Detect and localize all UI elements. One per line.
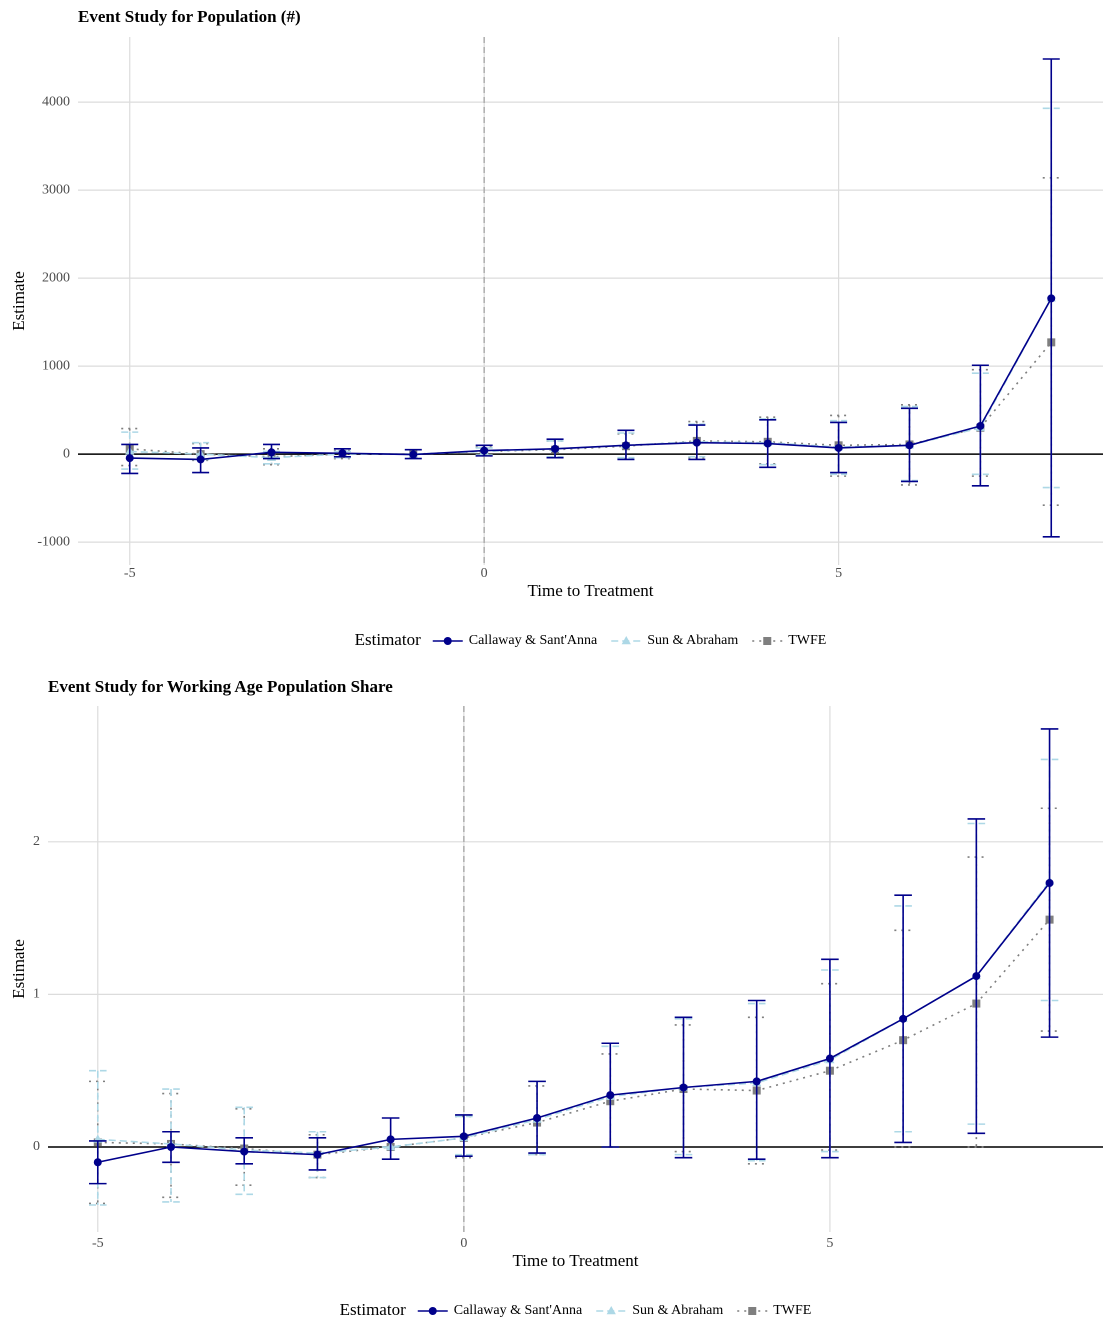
series-line (97, 882, 1051, 1164)
point (313, 1150, 322, 1159)
legend-marker (606, 1306, 616, 1315)
panel: Event Study for Working Age Population S… (9, 677, 1103, 1319)
legend-label: TWFE (788, 633, 826, 648)
y-tick-label: 4000 (42, 94, 70, 109)
point (899, 1014, 908, 1023)
x-axis-title: Time to Treatment (513, 1251, 639, 1270)
point (1045, 879, 1054, 888)
legend-marker (443, 637, 452, 645)
x-tick-label: -5 (124, 566, 136, 581)
error-bar (900, 404, 918, 486)
point (125, 454, 134, 463)
point (972, 972, 981, 981)
point (386, 1135, 395, 1144)
point (752, 1077, 761, 1086)
error-bar (235, 1106, 253, 1196)
x-tick-label: -5 (92, 1236, 104, 1251)
series (121, 107, 1060, 489)
chart-title: Event Study for Working Age Population S… (48, 677, 393, 696)
legend-label: Sun & Abraham (647, 633, 738, 648)
y-tick-label: 1000 (42, 358, 70, 373)
y-tick-label: 0 (33, 1139, 40, 1154)
y-tick-label: 3000 (42, 182, 70, 197)
point (834, 443, 843, 452)
legend: Estimator Callaway & Sant'Anna Sun & Abrah… (340, 1300, 812, 1319)
x-tick-label: 0 (460, 1236, 467, 1251)
series (88, 758, 1059, 1206)
series (88, 807, 1059, 1205)
y-tick-label: 2 (33, 834, 40, 849)
point (338, 449, 347, 458)
point (976, 421, 985, 430)
x-tick-label: 5 (826, 1236, 833, 1251)
series-line (97, 880, 1051, 1154)
legend-marker (428, 1307, 437, 1315)
panel: Event Study for Population (#) -1000 0 1000… (9, 7, 1103, 649)
series-line (129, 297, 1052, 461)
point (763, 439, 772, 448)
point (267, 448, 276, 457)
y-tick-label: -1000 (37, 534, 70, 549)
y-tick-label: 0 (63, 446, 70, 461)
series (121, 58, 1060, 538)
legend-marker (763, 637, 772, 645)
legend-label: TWFE (773, 1303, 811, 1318)
point (196, 455, 205, 464)
y-tick-label: 2000 (42, 270, 70, 285)
legend: Estimator Callaway & Sant'Anna Sun & Abrah… (355, 630, 827, 649)
point (905, 441, 914, 450)
point (93, 1158, 102, 1167)
point (825, 1054, 834, 1063)
y-axis-title: Estimate (9, 271, 28, 330)
series-line (129, 297, 1052, 459)
point (480, 446, 489, 455)
legend-label: Sun & Abraham (632, 1303, 723, 1318)
point (621, 441, 630, 450)
legend-marker (621, 636, 631, 645)
y-axis-title: Estimate (9, 939, 28, 998)
legend-label: Callaway & Sant'Anna (454, 1303, 583, 1318)
point (533, 1114, 542, 1123)
point (459, 1132, 468, 1141)
x-tick-label: 0 (481, 566, 488, 581)
series (88, 728, 1059, 1185)
point (692, 438, 701, 447)
legend-title: Estimator (355, 630, 421, 649)
x-axis-title: Time to Treatment (528, 581, 654, 600)
point (679, 1083, 688, 1092)
legend-label: Callaway & Sant'Anna (469, 633, 598, 648)
point (606, 1091, 615, 1100)
y-tick-label: 1 (33, 987, 40, 1002)
legend-title: Estimator (340, 1300, 406, 1319)
chart-title: Event Study for Population (#) (78, 7, 301, 26)
point (1047, 294, 1056, 303)
point (551, 444, 560, 453)
point (166, 1143, 175, 1152)
point (240, 1147, 249, 1156)
x-tick-label: 5 (835, 566, 842, 581)
series-line (129, 341, 1052, 458)
legend-marker (748, 1307, 757, 1315)
point (409, 450, 418, 459)
series (121, 177, 1060, 506)
